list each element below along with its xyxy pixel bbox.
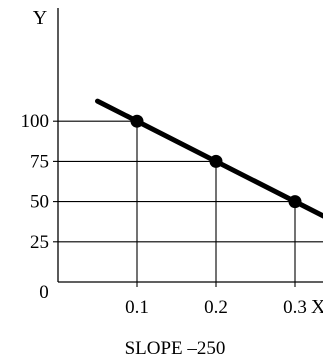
data-point [130, 114, 144, 128]
y-tick-label: 50 [30, 192, 49, 213]
y-axis-label: Y [33, 7, 47, 29]
y-tick-label: 25 [30, 232, 49, 253]
tick-marks [53, 120, 296, 287]
origin-label: 0 [39, 282, 49, 303]
x-tick-labels: 0.10.20.30.40.5 [125, 297, 307, 318]
y-tick-label: 75 [30, 151, 49, 172]
x-tick-label: 0.1 [125, 297, 149, 318]
x-axis-label: X [311, 296, 323, 318]
chart-caption: SLOPE –250 [125, 338, 226, 359]
x-tick-label: 0.3 [283, 297, 307, 318]
data-point [288, 195, 302, 209]
x-tick-label: 0.2 [204, 297, 228, 318]
series-line [95, 98, 323, 219]
data-point [209, 154, 223, 168]
grid-lines [58, 120, 323, 282]
data-points [130, 114, 302, 209]
y-tick-labels: 25 50 75 100 [21, 111, 50, 253]
y-tick-label: 100 [21, 111, 50, 132]
